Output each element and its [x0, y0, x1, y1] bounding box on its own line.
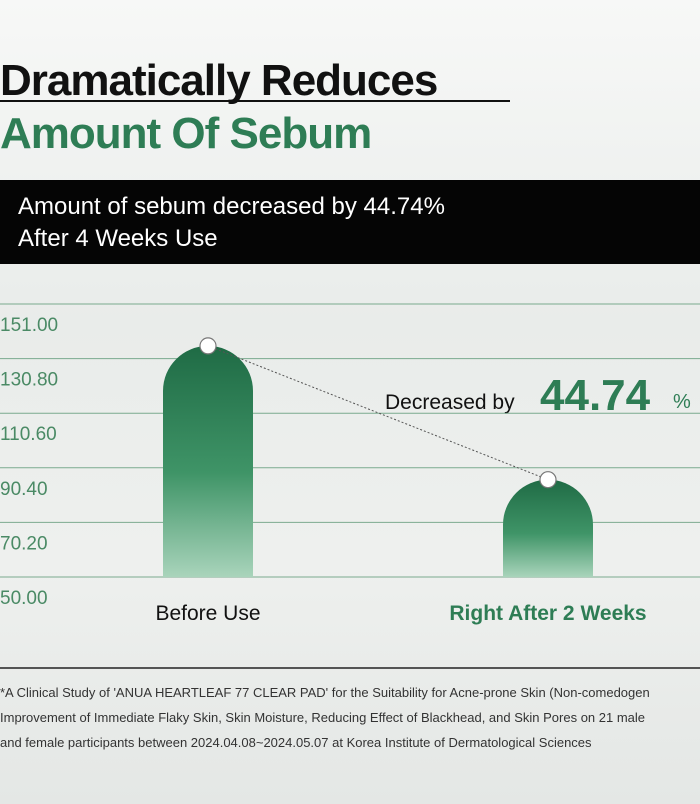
banner	[0, 180, 700, 264]
bar	[503, 479, 593, 577]
annotation: Decreased by	[385, 391, 515, 414]
y-tick-label: 130.80	[0, 370, 58, 391]
annotation: %	[673, 391, 691, 413]
title: Amount Of Sebum	[0, 109, 371, 158]
footnote: *A Clinical Study of 'ANUA HEARTLEAF 77 …	[0, 685, 650, 700]
title: Dramatically Reduces	[0, 56, 437, 105]
y-tick-label: 50.00	[0, 588, 48, 609]
y-tick-label: 90.40	[0, 479, 48, 500]
connector	[207, 345, 549, 481]
value-marker	[199, 337, 217, 355]
banner-text: After 4 Weeks Use	[18, 225, 218, 252]
x-tick-label: Before Use	[155, 602, 260, 625]
bar	[163, 345, 253, 577]
footnote: and female participants between 2024.04.…	[0, 735, 592, 750]
annotation-number: 44.74	[540, 371, 651, 420]
banner-text: Amount of sebum decreased by 44.74%	[18, 193, 445, 220]
y-tick-label: 70.20	[0, 533, 48, 554]
value-marker	[539, 471, 557, 489]
x-tick-label: Right After 2 Weeks	[449, 602, 646, 625]
y-tick-label: 151.00	[0, 315, 58, 336]
footnote: Improvement of Immediate Flaky Skin, Ski…	[0, 710, 645, 725]
y-tick-label: 110.60	[0, 424, 57, 445]
